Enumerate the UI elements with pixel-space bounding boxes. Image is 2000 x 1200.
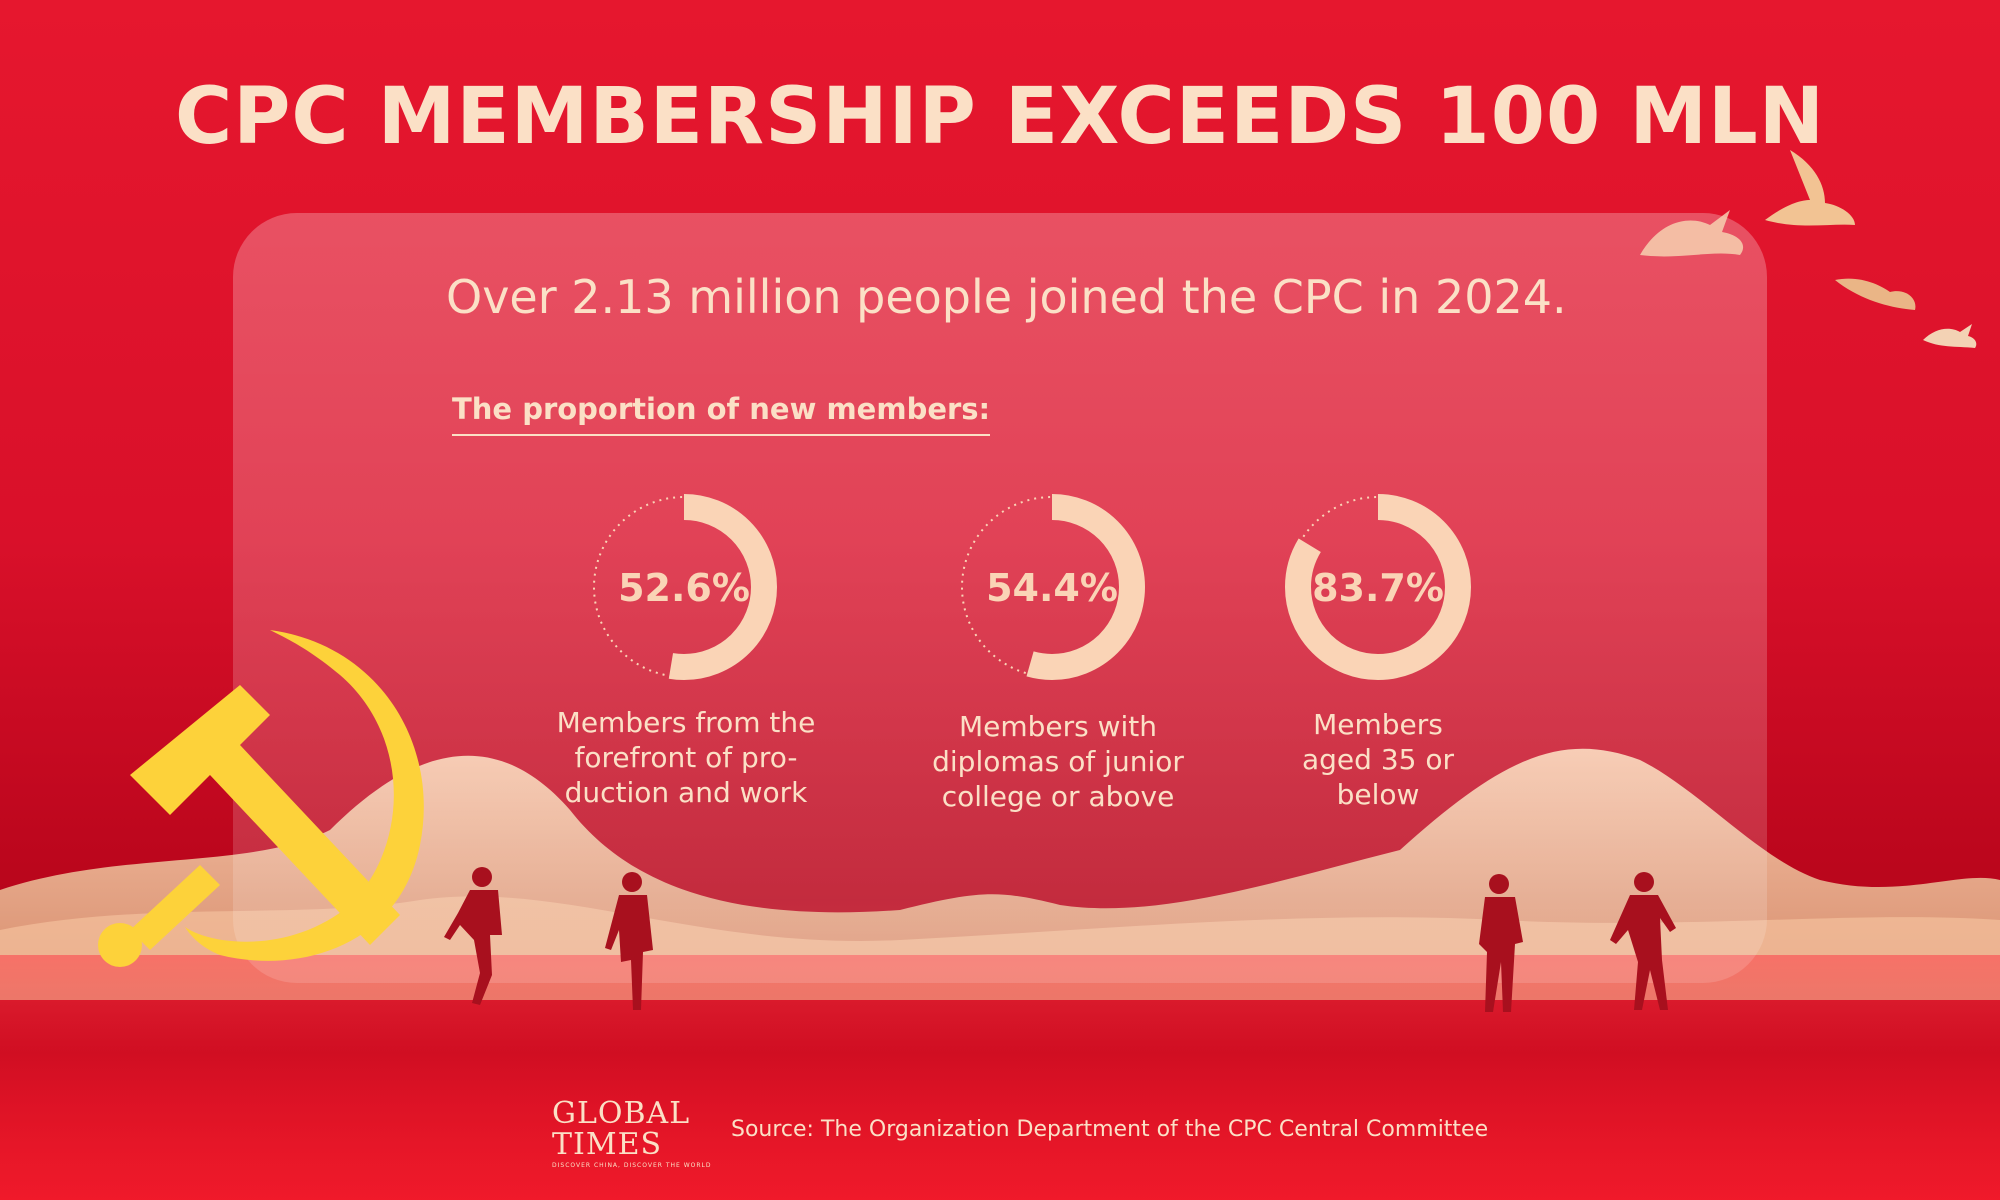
donut-value-label: 54.4% <box>986 566 1118 610</box>
runner-silhouette <box>1479 874 1523 1012</box>
subtitle: Over 2.13 million people joined the CPC … <box>446 270 1567 324</box>
page-title: CPC MEMBERSHIP EXCEEDS 100 MLN <box>174 72 1826 162</box>
donut-arc <box>1285 494 1471 680</box>
description-line: diplomas of junior <box>932 745 1184 778</box>
runner-silhouette <box>605 872 653 1010</box>
runner-silhouette <box>444 867 502 1005</box>
description-line: aged 35 or <box>1301 743 1454 776</box>
donut-value-label: 52.6% <box>618 566 750 610</box>
source-note: Source: The Organization Department of t… <box>731 1117 1489 1142</box>
info-panel <box>233 213 1767 983</box>
description-line: Members from the <box>556 706 816 739</box>
dove-icon <box>1923 324 1977 348</box>
description-line: college or above <box>941 780 1175 813</box>
donut-arc <box>959 494 1145 680</box>
donut-arc <box>591 494 777 680</box>
runner-silhouette <box>1610 872 1676 1010</box>
description-line: duction and work <box>564 776 808 809</box>
global-times-logo: GLOBAL TIMES DISCOVER CHINA, DISCOVER TH… <box>552 1096 712 1169</box>
dove-icon <box>1835 278 1916 310</box>
section-label: The proportion of new members: <box>452 392 991 436</box>
dove-icon <box>1640 210 1744 257</box>
description-line: below <box>1336 778 1420 811</box>
dove-icon <box>1765 150 1855 226</box>
red-reflective-ground <box>0 955 2000 1200</box>
description-line: Members <box>1313 708 1443 741</box>
label-aged-35-or-below: Members aged 35 or below <box>1228 707 1528 812</box>
label-forefront-of-production: Members from the forefront of pro-duction… <box>536 705 836 810</box>
description-line: forefront of pro- <box>574 741 798 774</box>
donut-value-label: 83.7% <box>1312 566 1444 610</box>
description-line: Members with <box>958 710 1158 743</box>
label-junior-college-diplomas: Members with diplomas of junior college or… <box>908 709 1208 814</box>
hammer-and-sickle-icon <box>98 630 424 967</box>
